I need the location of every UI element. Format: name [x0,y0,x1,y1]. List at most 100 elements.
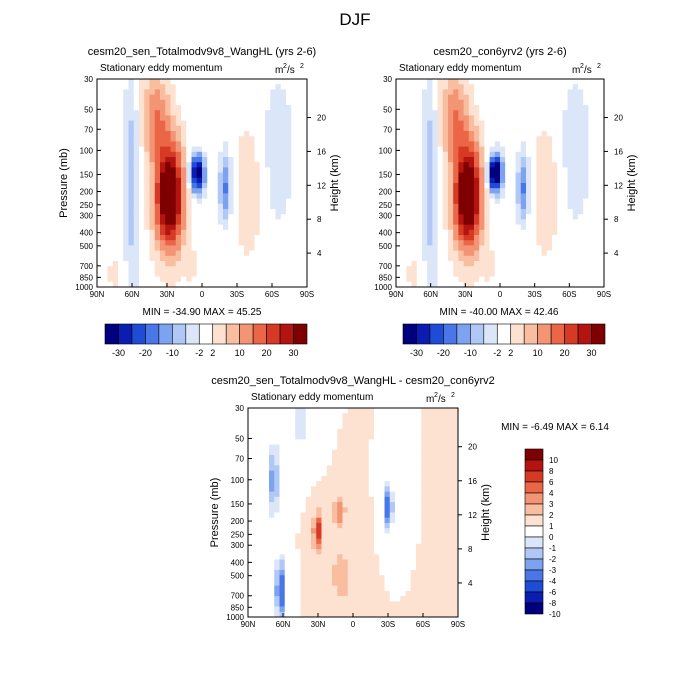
contour-cell [175,89,182,96]
contour-cell [296,224,303,231]
contour-cell [228,136,234,142]
contour-cell [572,136,579,142]
contour-cell [583,281,589,288]
contour-cell [552,89,558,96]
y-tick-label: 30 [235,404,244,413]
contour-cell [311,423,317,430]
contour-cell [431,590,438,597]
contour-cell [447,428,454,435]
contour-cell [400,496,406,503]
contour-cell [515,84,522,90]
contour-cell [400,428,406,435]
contour-cell [374,549,380,555]
contour-cell [567,224,574,231]
contour-cell [170,84,177,90]
contour-cell [500,235,506,241]
contour-cell [144,99,150,106]
contour-cell [275,125,282,132]
contour-cell [432,229,439,236]
contour-cell [254,255,261,262]
contour-cell [416,214,423,220]
contour-cell [422,240,428,246]
contour-cell [248,413,254,419]
contour-cell [500,266,506,272]
contour-cell [274,606,280,613]
contour-cell [546,151,553,158]
contour-cell [342,512,349,519]
contour-cell [118,172,124,179]
contour-cell [186,281,192,288]
contour-cell [202,172,208,179]
contour-cell [410,564,417,571]
contour-cell [326,611,333,618]
contour-cell [223,209,229,215]
contour-cell [588,157,595,163]
contour-cell [395,580,401,587]
contour-cell [300,538,307,545]
contour-cell [228,193,234,200]
contour-cell [437,188,444,194]
contour-cell [546,266,553,272]
contour-cell [400,585,406,592]
contour-cell [552,110,558,116]
contour-cell [567,157,574,163]
contour-cell [562,214,569,220]
contour-cell [363,512,370,519]
contour-cell [97,79,103,85]
contour-cell [395,538,401,545]
contour-cell [202,146,208,153]
contour-cell [139,136,145,142]
contour-cell [196,276,203,283]
contour-cell [406,276,413,283]
contour-cell [228,188,234,194]
contour-cell [123,281,129,288]
contour-cell [510,281,517,288]
contour-cell [212,266,219,272]
contour-cell [463,224,470,231]
contour-cell [453,162,459,168]
contour-cell [447,585,454,592]
contour-cell [149,94,156,101]
contour-cell [572,245,579,252]
contour-cell [598,131,605,137]
contour-cell [432,209,439,215]
contour-cell [191,94,198,101]
contour-cell [223,146,229,153]
contour-cell [191,177,198,184]
contour-cell [363,481,370,487]
contour-cell [269,549,275,555]
contour-cell [567,94,574,101]
contour-cell [212,183,219,189]
contour-cell [290,491,296,498]
contour-cell [160,261,166,267]
contour-cell [593,229,600,236]
contour-cell [368,502,375,508]
contour-cell [265,157,271,163]
contour-cell [363,444,370,451]
contour-cell [170,120,177,127]
contour-cell [212,203,219,210]
contour-cell [510,162,517,168]
contour-cell [531,167,537,174]
contour-cell [479,94,485,101]
contour-cell [368,418,375,425]
contour-cell [290,554,296,561]
contour-cell [416,193,423,200]
contour-cell [133,141,140,148]
contour-cell [160,255,166,262]
contour-cell [416,229,423,236]
contour-cell [316,428,322,435]
contour-cell [526,183,532,189]
contour-cell [405,408,412,414]
contour-cell [286,136,292,142]
contour-cell [244,240,250,246]
contour-cell [431,601,438,608]
contour-cell [202,99,208,106]
y-axis-label: Pressure (mb) [209,478,221,548]
contour-cell [300,569,307,576]
contour-cell [186,136,192,142]
contour-cell [552,266,558,272]
contour-cell [437,585,443,592]
contour-cell [458,214,465,220]
contour-cell [154,167,161,174]
